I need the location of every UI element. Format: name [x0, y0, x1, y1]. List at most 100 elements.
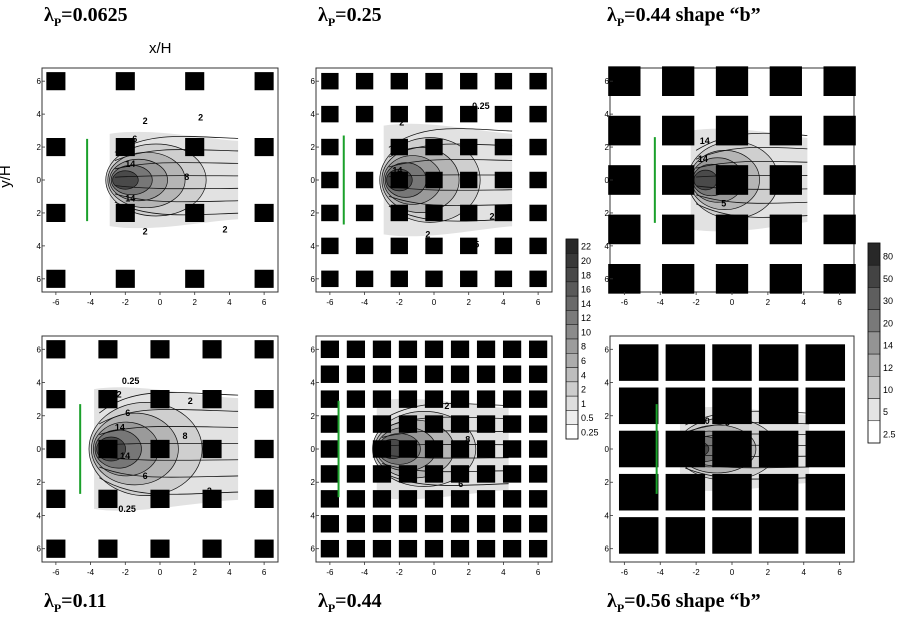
building-block: [769, 66, 802, 96]
colorbar-label: 80: [883, 252, 893, 262]
y-tick-label: -4: [36, 242, 42, 251]
building-block: [502, 539, 522, 558]
building-block: [115, 203, 135, 222]
building-block: [425, 237, 443, 255]
building-block: [321, 204, 339, 222]
building-block: [320, 490, 339, 508]
y-axis-label: y/H: [0, 165, 14, 188]
colorbar-swatch: [867, 309, 881, 333]
building-block: [529, 138, 547, 156]
contour-label: 6: [392, 146, 397, 156]
colorbar-swatch: [565, 253, 579, 268]
building-block: [355, 72, 374, 90]
x-tick-label: 0: [432, 298, 437, 307]
building-block: [805, 517, 846, 554]
colorbar-label: 0.5: [581, 413, 594, 423]
building-block: [372, 365, 392, 383]
building-block: [502, 365, 522, 383]
contour-line: [114, 193, 239, 203]
building-block: [425, 171, 443, 189]
y-tick-label: -4: [604, 242, 610, 251]
building-block: [254, 72, 274, 91]
building-block: [476, 415, 496, 433]
building-block: [320, 365, 339, 383]
building-block: [450, 415, 470, 433]
building-block: [715, 115, 749, 146]
building-block: [320, 415, 339, 433]
building-block: [494, 204, 513, 222]
y-tick-label: -6: [604, 545, 610, 554]
x-tick-label: -4: [657, 568, 665, 577]
building-block: [346, 440, 366, 458]
building-block: [346, 465, 366, 483]
contour-label: 2: [425, 230, 430, 240]
colorbar-swatch: [565, 310, 579, 325]
y-tick-label: -2: [310, 209, 316, 218]
building-block: [355, 237, 374, 255]
building-block: [460, 270, 478, 288]
x-tick-label: 2: [766, 298, 771, 307]
building-block: [398, 515, 418, 533]
x-tick-label: -6: [52, 298, 60, 307]
contour-label: 2: [207, 486, 212, 496]
building-block: [823, 264, 856, 294]
colorbar-label: 22: [581, 242, 591, 252]
building-block: [758, 387, 799, 425]
x-tick-label: 6: [837, 298, 842, 307]
colorbar-label: 6: [581, 356, 586, 366]
building-block: [665, 344, 706, 381]
building-block: [450, 539, 470, 558]
y-tick-label: 6: [605, 345, 610, 354]
contour-label: 14: [392, 165, 402, 175]
building-block: [355, 105, 374, 123]
building-block: [346, 415, 366, 433]
building-block: [494, 171, 513, 189]
panel-caption-p1: λP=0.0625: [44, 4, 128, 29]
building-block: [150, 489, 170, 508]
building-block: [460, 204, 478, 222]
building-block: [476, 390, 496, 408]
colorbar-label: 5: [883, 407, 888, 417]
contour-label: 14: [115, 423, 125, 433]
building-block: [46, 439, 66, 459]
panel-p3: 14 14 5 5 -6 -4 -2 0 2 4 6 6 4 2 0 -2 -4 -6: [604, 66, 856, 307]
building-block: [346, 515, 366, 533]
building-block: [618, 473, 659, 511]
y-tick-label: 2: [311, 143, 316, 152]
building-block: [476, 440, 496, 458]
building-block: [494, 72, 513, 90]
building-block: [46, 138, 66, 157]
building-block: [346, 539, 366, 558]
building-block: [665, 387, 706, 425]
colorbar-swatch: [565, 238, 579, 254]
building-block: [46, 72, 66, 91]
contour-label: 14: [698, 154, 708, 164]
contour-line: [381, 454, 509, 459]
x-tick-label: 0: [158, 568, 163, 577]
building-block: [476, 365, 496, 383]
x-tick-label: 6: [536, 568, 541, 577]
building-block: [390, 72, 408, 90]
y-tick-label: 4: [37, 110, 42, 119]
x-tick-label: 0: [432, 568, 437, 577]
building-block: [185, 72, 205, 91]
building-block: [805, 473, 846, 511]
building-block: [758, 430, 799, 468]
colorbar-frame: [565, 238, 579, 440]
colorbar-swatch: [565, 395, 579, 411]
colorbar-label: 0.25: [581, 427, 599, 437]
building-block: [424, 340, 444, 359]
building-block: [618, 344, 659, 381]
y-tick-label: -6: [310, 545, 316, 554]
building-block: [494, 270, 513, 288]
building-block: [425, 105, 443, 123]
y-tick-label: 6: [37, 345, 42, 354]
x-tick-label: 4: [802, 568, 807, 577]
building-block: [618, 430, 659, 468]
building-block: [185, 203, 205, 222]
x-tick-label: -4: [87, 568, 95, 577]
building-block: [424, 440, 444, 458]
contour-label: 8: [465, 434, 470, 444]
colorbar-label: 20: [883, 318, 893, 328]
y-tick-label: 4: [605, 110, 610, 119]
